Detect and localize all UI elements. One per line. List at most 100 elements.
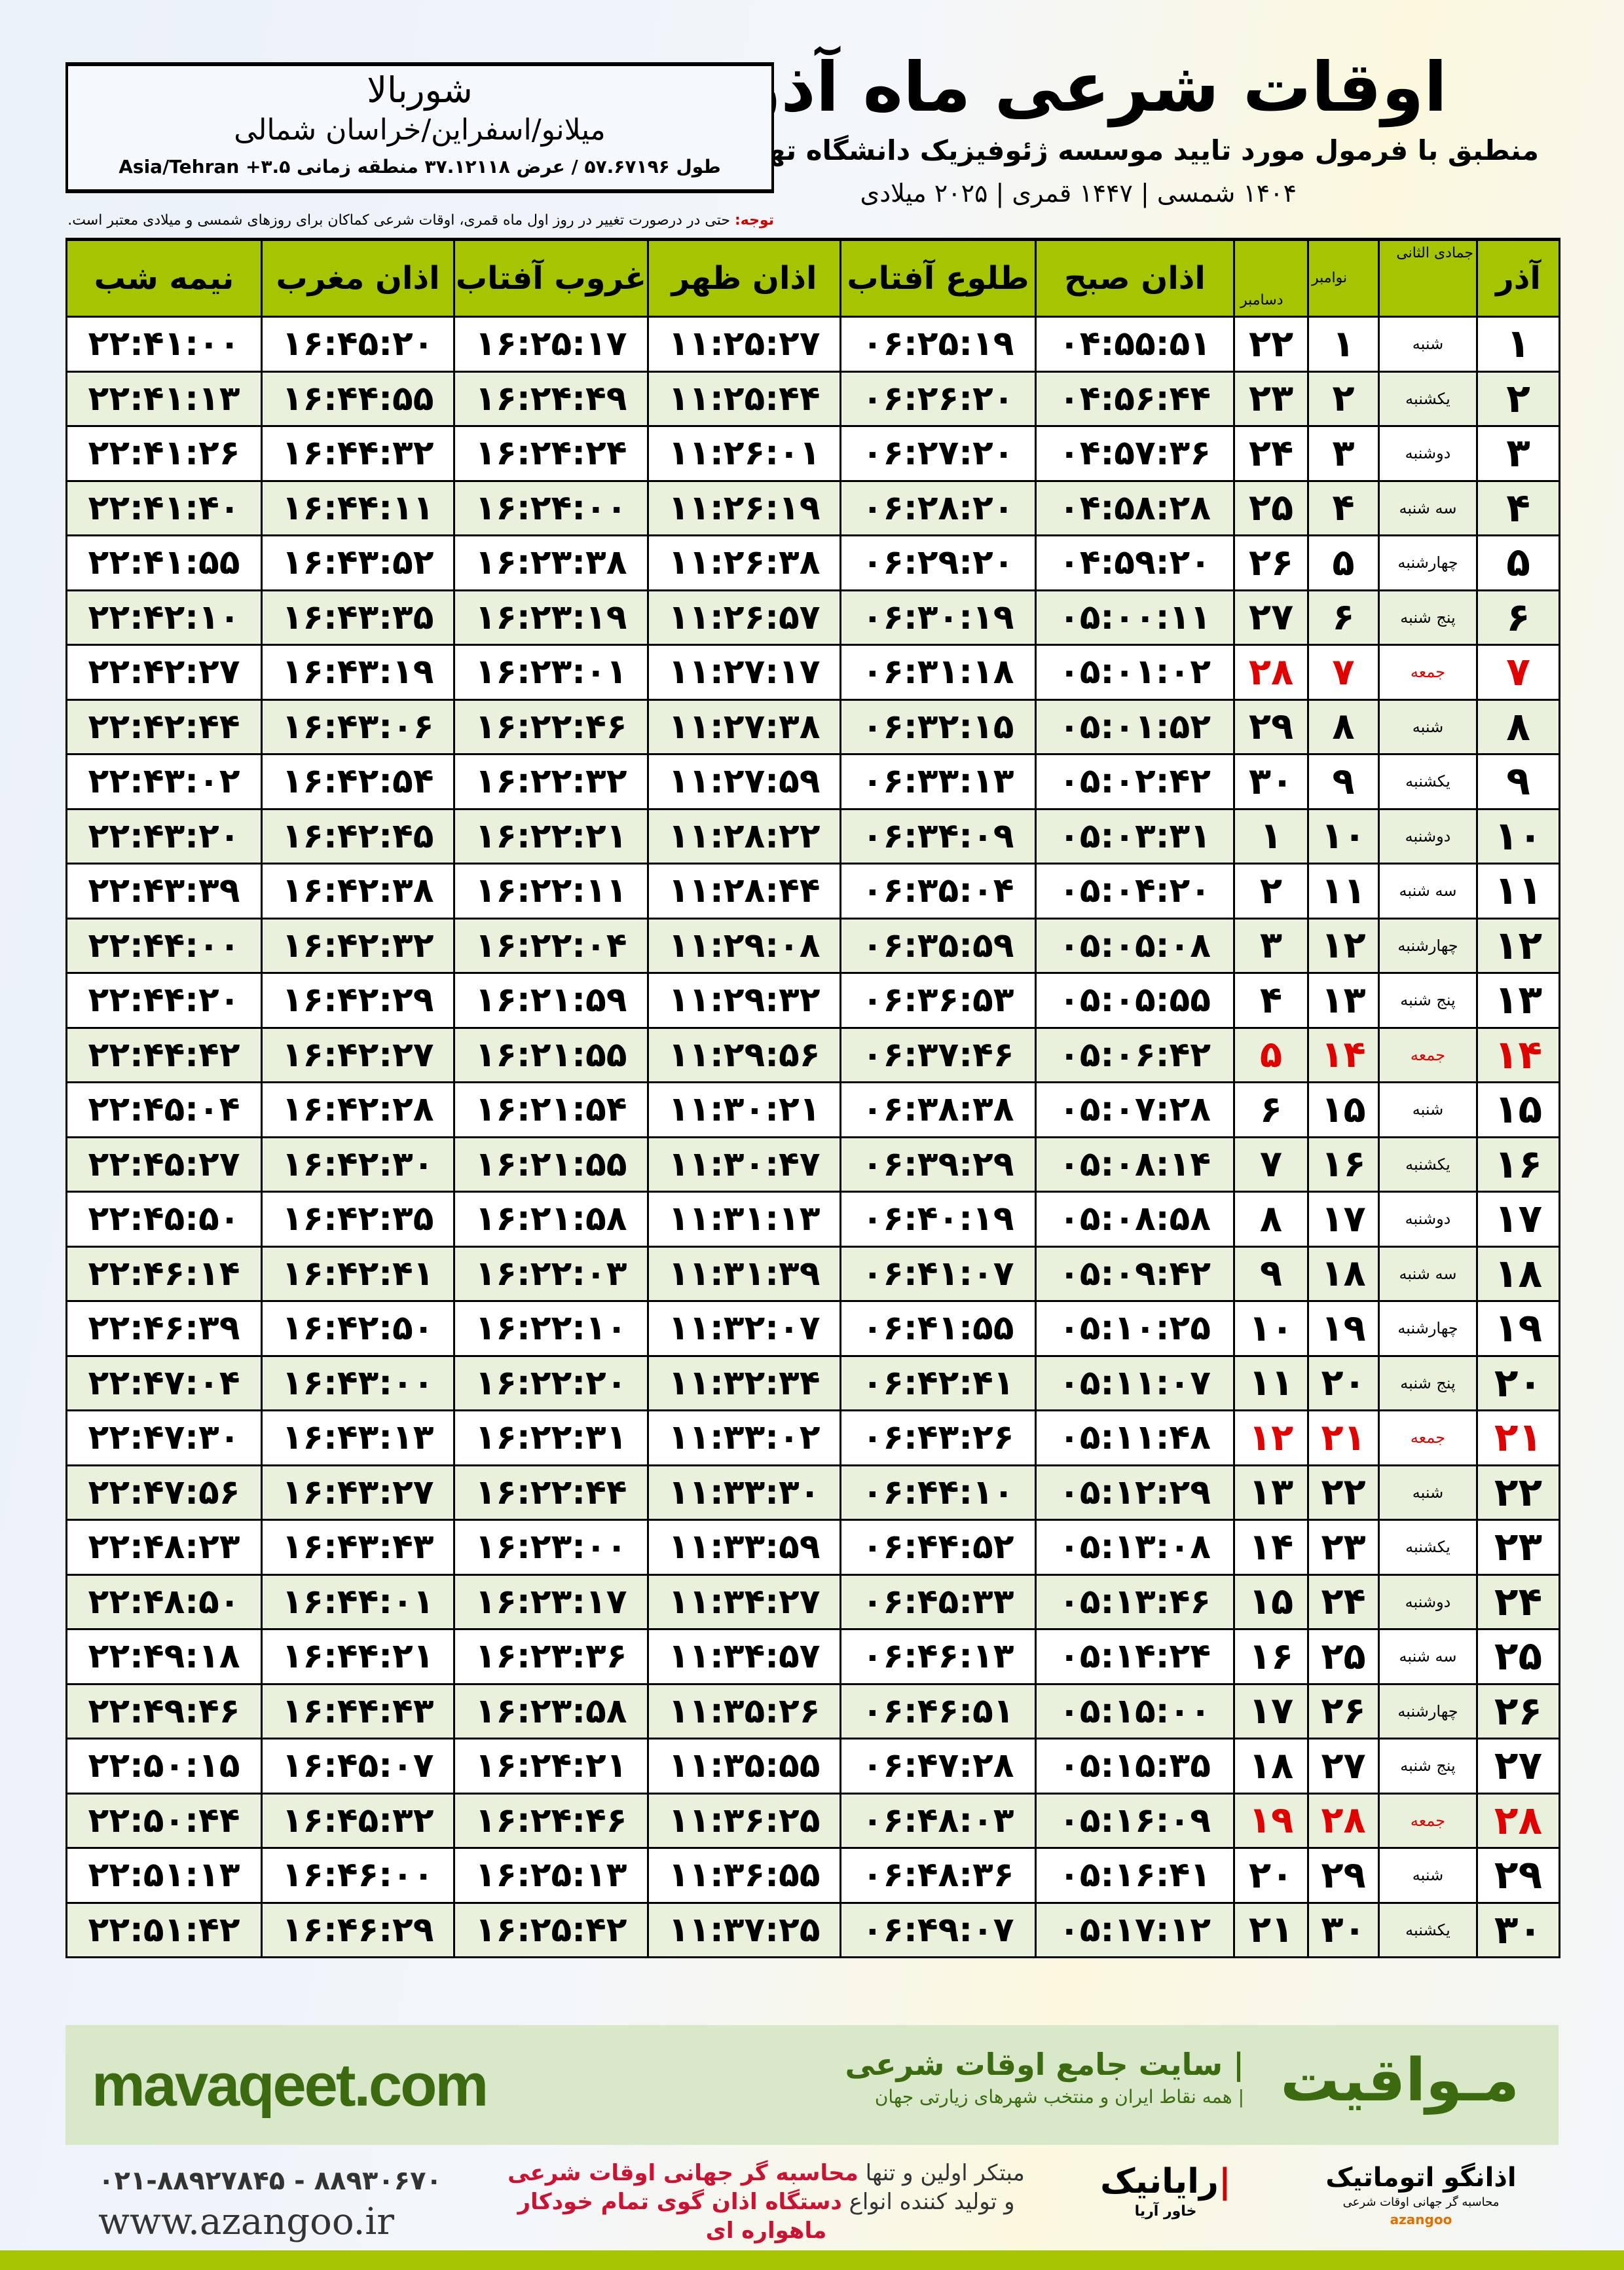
cell-day: ۱۷ <box>1476 1191 1560 1248</box>
cell-day: ۲ <box>1476 370 1560 427</box>
cell-gregorian: ۲۵ <box>1233 479 1309 536</box>
cell-hijri: ۲۶ <box>1307 1683 1380 1740</box>
cell-day: ۳ <box>1476 425 1560 482</box>
rayanik-sub: خاور آریا <box>1134 2203 1197 2220</box>
cell-nime: ۲۲:۴۶:۱۴ <box>65 1245 263 1302</box>
cell-day: ۱۶ <box>1476 1136 1560 1193</box>
table-row: ۲۰ پنج شنبه ۲۰ ۱۱ ۰۵:۱۱:۰۷ ۰۶:۴۲:۴۱ ۱۱:۳۲:۳۴ ۱۶… <box>65 1354 1560 1411</box>
table-row: ۱۳ پنج شنبه ۱۳ ۴ ۰۵:۰۵:۵۵ ۰۶:۳۶:۵۳ ۱۱:۲۹:۳۲ ۱۶:… <box>65 972 1560 1029</box>
cell-gregorian: ۱۱ <box>1233 1354 1309 1411</box>
cell-weekday: چهارشنبه <box>1378 917 1478 974</box>
cell-maghrib: ۱۶:۴۴:۱۱ <box>261 479 455 536</box>
cell-maghrib: ۱۶:۴۵:۳۲ <box>261 1792 455 1849</box>
cell-ghorub: ۱۶:۲۲:۱۰ <box>453 1300 649 1357</box>
cell-sobh: ۰۵:۰۵:۵۵ <box>1035 972 1235 1029</box>
cell-ghorub: ۱۶:۲۱:۵۵ <box>453 1026 649 1083</box>
cell-ghorub: ۱۶:۲۲:۰۳ <box>453 1245 649 1302</box>
cell-zohr: ۱۱:۳۲:۰۷ <box>647 1300 841 1357</box>
azangoo-logo: اذانگو اتوماتیک محاسبه گر جهانی اوقات شر… <box>1283 2161 1559 2228</box>
cell-gregorian: ۱ <box>1233 808 1309 865</box>
cell-nime: ۲۲:۵۰:۱۵ <box>65 1738 263 1795</box>
cell-zohr: ۱۱:۳۴:۲۷ <box>647 1573 841 1630</box>
cell-ghorub: ۱۶:۲۲:۲۱ <box>453 808 649 865</box>
cell-weekday: شنبه <box>1378 316 1478 373</box>
cell-zohr: ۱۱:۳۱:۱۳ <box>647 1191 841 1248</box>
cell-maghrib: ۱۶:۴۴:۵۵ <box>261 370 455 427</box>
note: توجه: حتی در درصورت تغییر در روز اول ماه… <box>65 211 774 231</box>
cell-nime: ۲۲:۴۱:۵۵ <box>65 534 263 591</box>
cell-maghrib: ۱۶:۴۲:۵۴ <box>261 753 455 810</box>
brand-logo: مـواقیت <box>1280 2046 1519 2115</box>
cell-maghrib: ۱۶:۴۲:۵۰ <box>261 1300 455 1357</box>
note-label: توجه: <box>734 212 774 229</box>
cell-hijri: ۱۰ <box>1307 808 1380 865</box>
cell-gregorian: ۷ <box>1233 1136 1309 1193</box>
tagline: | سایت جامع اوقات شرعی | همه نقاط ایران و… <box>655 2045 1244 2110</box>
cell-nime: ۲۲:۴۱:۰۰ <box>65 316 263 373</box>
cell-zohr: ۱۱:۲۵:۲۷ <box>647 316 841 373</box>
cell-hijri: ۲۸ <box>1307 1792 1380 1849</box>
cell-weekday: جمعه <box>1378 1026 1478 1083</box>
cell-day: ۲۳ <box>1476 1519 1560 1576</box>
cell-gregorian: ۱۰ <box>1233 1300 1309 1357</box>
cell-sobh: ۰۵:۱۶:۰۹ <box>1035 1792 1235 1849</box>
col-nov-label: نوامبر <box>1312 270 1348 286</box>
cell-day: ۴ <box>1476 479 1560 536</box>
page-subtitle: منطبق با فرمول مورد تایید موسسه ژئوفیزیک… <box>718 134 1539 166</box>
cell-tolu: ۰۶:۴۶:۱۳ <box>840 1628 1037 1685</box>
cell-maghrib: ۱۶:۴۳:۰۰ <box>261 1354 455 1411</box>
table-row: ۲۴ دوشنبه ۲۴ ۱۵ ۰۵:۱۳:۴۶ ۰۶:۴۵:۳۳ ۱۱:۳۴:۲۷ ۱۶:۲… <box>65 1573 1560 1630</box>
cell-gregorian: ۲۹ <box>1233 698 1309 755</box>
cell-nime: ۲۲:۴۸:۲۳ <box>65 1519 263 1576</box>
cell-sobh: ۰۵:۱۳:۰۸ <box>1035 1519 1235 1576</box>
cell-tolu: ۰۶:۴۵:۳۳ <box>840 1573 1037 1630</box>
cell-ghorub: ۱۶:۲۵:۱۳ <box>453 1847 649 1904</box>
cell-hijri: ۱۱ <box>1307 863 1380 920</box>
cell-maghrib: ۱۶:۴۶:۲۹ <box>261 1901 455 1958</box>
cell-zohr: ۱۱:۲۹:۳۲ <box>647 972 841 1029</box>
cell-weekday: چهارشنبه <box>1378 1683 1478 1740</box>
cell-maghrib: ۱۶:۴۴:۲۱ <box>261 1628 455 1685</box>
cell-day: ۲۱ <box>1476 1409 1560 1466</box>
cell-maghrib: ۱۶:۴۵:۲۰ <box>261 316 455 373</box>
cell-gregorian: ۱۲ <box>1233 1409 1309 1466</box>
cell-sobh: ۰۵:۰۴:۲۰ <box>1035 863 1235 920</box>
cell-sobh: ۰۵:۱۰:۲۵ <box>1035 1300 1235 1357</box>
cell-weekday: چهارشنبه <box>1378 1300 1478 1357</box>
table-row: ۱۶ یکشنبه ۱۶ ۷ ۰۵:۰۸:۱۴ ۰۶:۳۹:۲۹ ۱۱:۳۰:۴۷ ۱۶:۲۱… <box>65 1136 1560 1193</box>
cell-weekday: شنبه <box>1378 698 1478 755</box>
site-url[interactable]: mavaqeet.com <box>92 2052 489 2119</box>
cell-zohr: ۱۱:۲۶:۳۸ <box>647 534 841 591</box>
col-hijri-label: جمادی الثانی <box>1396 245 1473 261</box>
cell-gregorian: ۲۸ <box>1233 644 1309 701</box>
cell-day: ۲۵ <box>1476 1628 1560 1685</box>
cell-maghrib: ۱۶:۴۴:۰۱ <box>261 1573 455 1630</box>
tagline-sub: | همه نقاط ایران و منتخب شهرهای زیارتی ج… <box>874 2086 1244 2108</box>
col-day: آذر <box>1476 238 1560 318</box>
cell-sobh: ۰۵:۱۵:۰۰ <box>1035 1683 1235 1740</box>
cell-nime: ۲۲:۴۲:۴۴ <box>65 698 263 755</box>
cell-weekday: دوشنبه <box>1378 1573 1478 1630</box>
cell-sobh: ۰۵:۱۶:۴۱ <box>1035 1847 1235 1904</box>
cell-gregorian: ۱۴ <box>1233 1519 1309 1576</box>
table-row: ۷ جمعه ۷ ۲۸ ۰۵:۰۱:۰۲ ۰۶:۳۱:۱۸ ۱۱:۲۷:۱۷ ۱۶:۲۳:۰۱… <box>65 644 1560 701</box>
cell-hijri: ۳۰ <box>1307 1901 1380 1958</box>
col-hijri: نوامبر <box>1307 238 1380 318</box>
cell-zohr: ۱۱:۲۶:۰۱ <box>647 425 841 482</box>
province-name: میلانو/اسفراین/خراسان شمالی <box>234 113 606 147</box>
cell-tolu: ۰۶:۲۶:۲۰ <box>840 370 1037 427</box>
prayer-times-table: آذر جمادی الثانی نوامبر دسامبر اذان صبح … <box>65 238 1560 1958</box>
cell-hijri: ۲۲ <box>1307 1464 1380 1521</box>
cell-weekday: جمعه <box>1378 1409 1478 1466</box>
azangoo-url[interactable]: www.azangoo.ir <box>98 2201 395 2243</box>
cell-zohr: ۱۱:۲۶:۵۷ <box>647 589 841 646</box>
cell-day: ۵ <box>1476 534 1560 591</box>
cell-zohr: ۱۱:۳۱:۳۹ <box>647 1245 841 1302</box>
cell-day: ۱۴ <box>1476 1026 1560 1083</box>
table-row: ۲ یکشنبه ۲ ۲۳ ۰۴:۵۶:۴۴ ۰۶:۲۶:۲۰ ۱۱:۲۵:۴۴ ۱۶:۲۴:… <box>65 370 1560 427</box>
cell-zohr: ۱۱:۲۸:۲۲ <box>647 808 841 865</box>
cell-zohr: ۱۱:۳۶:۲۵ <box>647 1792 841 1849</box>
cell-tolu: ۰۶:۳۰:۱۹ <box>840 589 1037 646</box>
slogan: مبتکر اولین و تنها محاسبه گر جهانی اوقات… <box>485 2159 1048 2245</box>
cell-sobh: ۰۵:۱۱:۰۷ <box>1035 1354 1235 1411</box>
